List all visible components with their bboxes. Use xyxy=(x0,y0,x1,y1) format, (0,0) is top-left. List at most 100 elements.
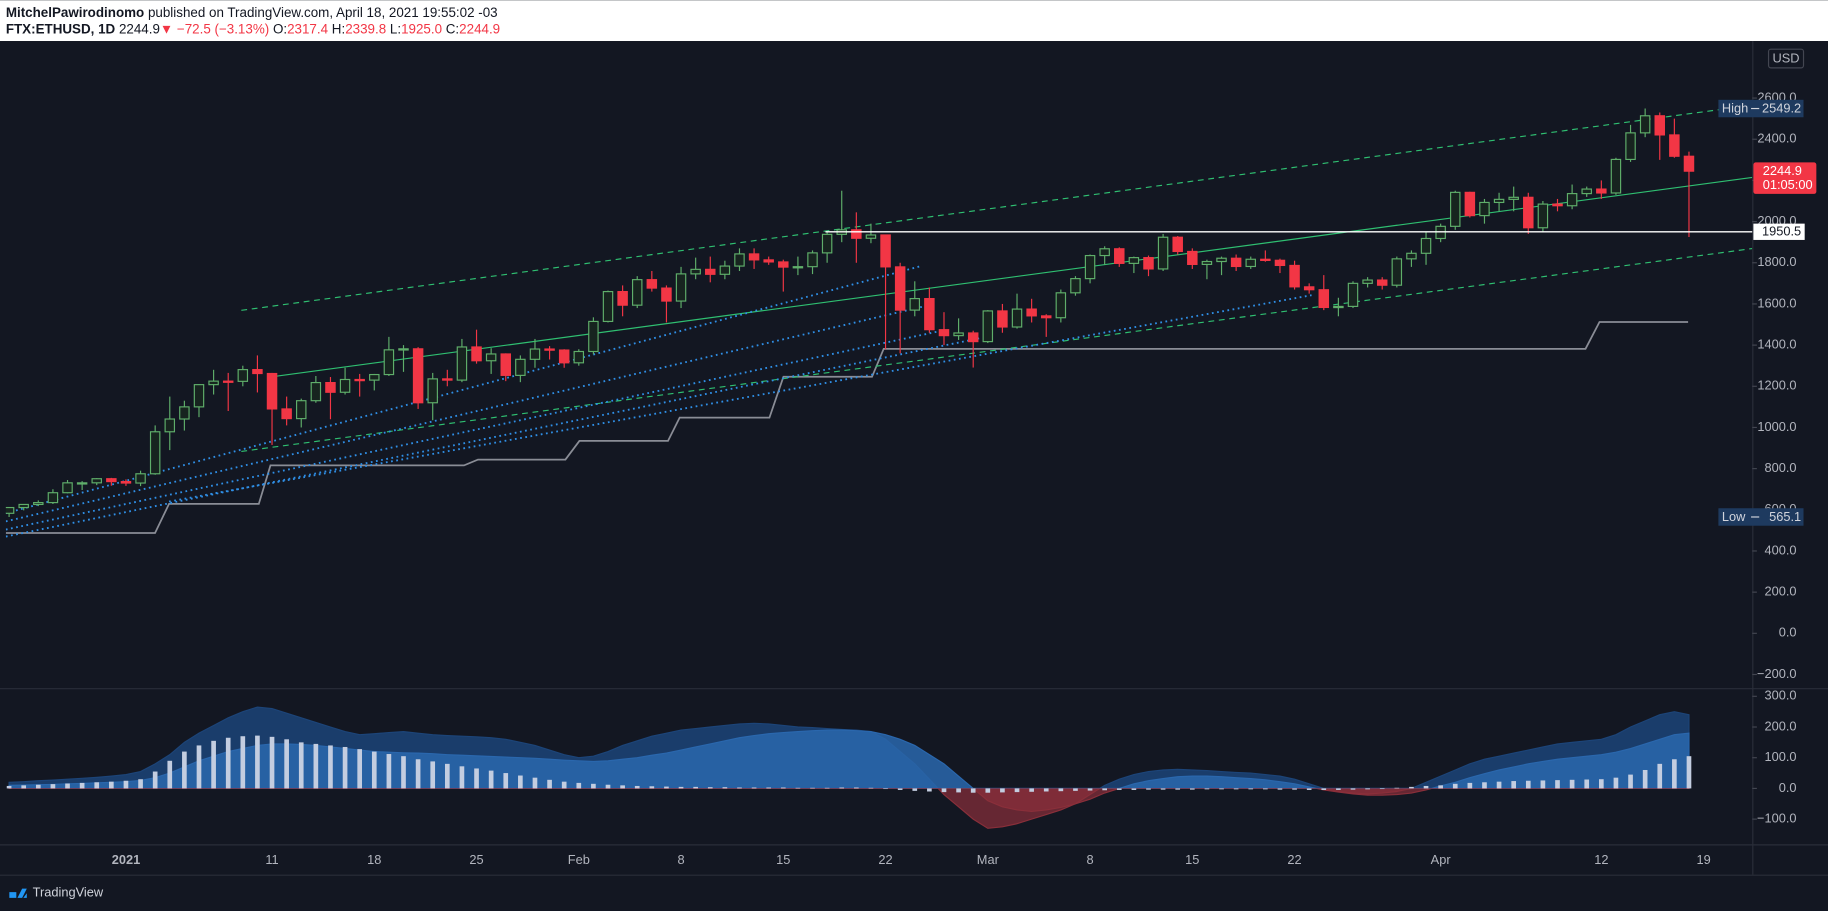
candle-body xyxy=(588,320,599,353)
histogram-bar xyxy=(1131,788,1137,790)
candle-body xyxy=(1537,203,1549,229)
horizontal-line-label: 1950.5 xyxy=(1762,224,1801,239)
histogram-bar xyxy=(1657,763,1663,789)
brand-logo xyxy=(9,888,27,898)
histogram-bar xyxy=(824,787,830,789)
x-tick-label: 19 xyxy=(1696,852,1710,867)
close: 2244.9 xyxy=(459,21,500,36)
histogram-bar xyxy=(357,749,363,789)
candle-body xyxy=(193,384,205,408)
candle-body xyxy=(1406,252,1417,260)
y-tick-label: 1400.0 xyxy=(1757,337,1796,352)
candle-body xyxy=(164,418,176,433)
osc-y-tick-label: 300.0 xyxy=(1764,688,1796,703)
histogram-bar xyxy=(152,771,158,789)
osc-y-tick-label: 0.0 xyxy=(1779,780,1797,795)
histogram-bar xyxy=(211,740,216,789)
candle-body xyxy=(982,310,994,343)
currency-badge xyxy=(1767,48,1805,69)
histogram-bar xyxy=(927,788,932,792)
open: 2317.4 xyxy=(287,21,329,36)
x-tick-label: 15 xyxy=(1185,852,1199,867)
candle-body xyxy=(558,349,570,364)
x-tick-label: 25 xyxy=(469,852,483,867)
candle-body xyxy=(1376,279,1388,286)
header-bar xyxy=(0,0,1828,42)
low-marker-value: 565.1 xyxy=(1769,509,1801,524)
histogram-bar xyxy=(1409,786,1414,789)
histogram-bar xyxy=(751,787,757,789)
histogram-bar xyxy=(1102,788,1108,791)
x-tick-label: Feb xyxy=(568,852,590,867)
histogram-bar xyxy=(605,784,611,789)
candle-body xyxy=(894,266,906,311)
x-tick-label: 15 xyxy=(776,852,790,867)
histogram-bar xyxy=(664,786,669,789)
histogram-bar xyxy=(941,788,947,793)
candle-body xyxy=(748,253,760,261)
candle-body xyxy=(5,506,15,514)
histogram-bar xyxy=(707,787,713,789)
candle-body xyxy=(76,482,88,485)
candle-body xyxy=(1464,191,1476,217)
histogram-bar xyxy=(1306,788,1312,790)
candle-body xyxy=(412,348,424,404)
candle-body xyxy=(1011,308,1023,328)
histogram-bar xyxy=(839,787,845,789)
histogram-bar xyxy=(1263,788,1268,790)
candle-body xyxy=(1114,248,1125,264)
histogram-bar xyxy=(1087,788,1093,791)
histogram-bar xyxy=(313,743,319,789)
candle-body xyxy=(807,252,818,268)
histogram-bar xyxy=(65,783,70,789)
y-tick-label: 2400.0 xyxy=(1757,131,1796,146)
histogram-bar xyxy=(532,777,538,789)
histogram-bar xyxy=(1569,779,1575,789)
histogram-bar xyxy=(503,773,509,789)
candle-body xyxy=(880,234,891,268)
histogram-bar xyxy=(634,785,640,789)
candle-body xyxy=(1639,115,1651,134)
histogram-bar xyxy=(649,786,655,789)
candle-body xyxy=(617,291,628,306)
histogram-bar xyxy=(109,781,114,789)
high: 2339.8 xyxy=(345,21,386,36)
histogram-bar xyxy=(123,780,129,789)
candle-body xyxy=(325,381,336,393)
histogram-bar xyxy=(1628,774,1633,789)
histogram-bar xyxy=(1233,788,1239,790)
y-tick-label: 400.0 xyxy=(1764,542,1796,557)
candle-body xyxy=(485,353,497,362)
candle-body xyxy=(1391,258,1403,286)
histogram-bar xyxy=(868,787,874,789)
candle-body xyxy=(33,502,44,506)
histogram-bar xyxy=(678,786,684,789)
candle-body xyxy=(281,408,292,420)
histogram-bar xyxy=(284,739,289,789)
histogram-bar xyxy=(1146,788,1151,790)
candle-body xyxy=(310,381,322,402)
candle-body xyxy=(18,503,29,509)
oscillator-area-negative xyxy=(8,788,1690,813)
x-tick-label: 18 xyxy=(367,852,381,867)
candle-body xyxy=(719,265,731,275)
candle-body xyxy=(500,353,512,376)
horizontal-line-badge xyxy=(1753,223,1805,240)
histogram-bar xyxy=(722,787,728,789)
candle-body xyxy=(1143,257,1154,270)
histogram-bar xyxy=(547,779,552,789)
histogram-bar xyxy=(1379,788,1385,790)
histogram-bar xyxy=(430,761,436,789)
histogram-bar xyxy=(474,768,479,789)
candle-body xyxy=(1099,248,1110,257)
candle-body xyxy=(383,349,395,376)
x-tick-label: 12 xyxy=(1594,852,1608,867)
histogram-bar xyxy=(1496,781,1502,789)
candle-body xyxy=(778,261,789,268)
candle-body xyxy=(763,259,774,263)
histogram-bar xyxy=(561,781,567,789)
candle-body xyxy=(1566,193,1578,207)
published: published on TradingView.com, April 18, … xyxy=(148,5,498,20)
candle-body xyxy=(456,346,468,381)
y-tick-label: 1800.0 xyxy=(1757,254,1796,269)
